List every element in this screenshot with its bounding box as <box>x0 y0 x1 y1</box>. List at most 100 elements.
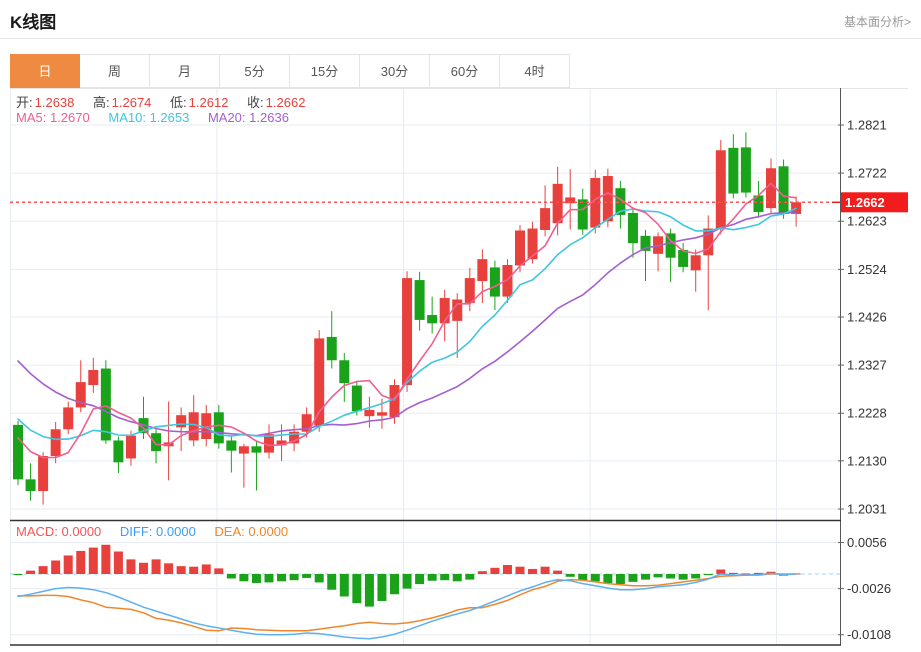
macd-bar <box>226 574 236 579</box>
candle <box>464 278 475 303</box>
macd-bar <box>26 570 36 574</box>
low-legend: 低: 1.2612 <box>170 95 229 110</box>
macd-bar <box>615 574 625 585</box>
candle <box>489 267 500 297</box>
ma5-line <box>17 182 797 459</box>
macd-bar <box>502 565 512 574</box>
y-axis-label: 1.2722 <box>847 166 887 181</box>
macd-bar <box>201 564 211 574</box>
candle <box>13 424 23 480</box>
macd-legend: MACD: 0.0000 DIFF: 0.0000 DEA: 0.0000 <box>16 524 303 539</box>
current-price-tag <box>841 192 908 213</box>
tab-period-5[interactable]: 30分 <box>360 54 430 88</box>
ma10-line <box>17 207 797 441</box>
dea-line <box>17 573 797 632</box>
candle <box>151 433 162 452</box>
period-tabbar: 日周月 5分 15分 30分 60分 4时 <box>10 54 570 88</box>
macd-bar <box>603 574 613 583</box>
y-axis-label: 1.2228 <box>847 406 887 421</box>
macd-bar <box>214 568 224 574</box>
header-divider <box>0 38 921 39</box>
macd-bar <box>151 559 161 574</box>
candle <box>339 360 350 384</box>
candle <box>452 299 463 321</box>
tab-period-7[interactable]: 4时 <box>500 54 570 88</box>
close-legend: 收: 1.2662 <box>247 95 306 110</box>
candle <box>690 255 701 271</box>
fundamental-analysis-link[interactable]: 基本面分析> <box>843 15 911 29</box>
candle <box>50 429 61 457</box>
tab-period-6[interactable]: 60分 <box>430 54 500 88</box>
macd-bar <box>528 568 538 574</box>
macd-bar <box>578 574 588 581</box>
candle <box>627 212 638 244</box>
macd-bar <box>703 574 713 576</box>
macd-bar <box>101 544 111 574</box>
candle <box>640 235 651 251</box>
macd-bar <box>139 562 148 574</box>
macd-bar <box>51 560 61 574</box>
candle <box>75 382 86 408</box>
candle <box>615 188 626 215</box>
candle <box>301 414 312 432</box>
high-legend: 高: 1.2674 <box>93 95 152 110</box>
tab-period-3[interactable]: 5分 <box>220 54 290 88</box>
macd-bar <box>440 574 450 581</box>
candle <box>753 195 764 213</box>
macd-bar <box>239 574 249 582</box>
macd-bar <box>753 572 763 574</box>
candle <box>188 412 199 441</box>
candle <box>678 249 689 267</box>
macd-bar <box>590 574 600 582</box>
y-axis-label: 1.2623 <box>847 214 887 229</box>
macd-bar <box>540 566 550 574</box>
macd-bar <box>641 574 650 580</box>
candle <box>477 259 488 282</box>
ma5-legend: MA5: 1.2670 <box>16 110 90 125</box>
macd-bar <box>477 571 487 574</box>
macd-bar <box>628 574 638 582</box>
page-title: K线图 <box>10 13 57 32</box>
macd-bar <box>289 574 299 581</box>
candle <box>502 264 513 297</box>
macd-bar <box>377 574 387 601</box>
tab-period-4[interactable]: 15分 <box>290 54 360 88</box>
macd-bar <box>176 566 186 574</box>
macd-bar <box>515 566 525 574</box>
tab-period-1[interactable]: 周 <box>80 54 150 88</box>
y-axis-label: 1.2327 <box>847 358 887 373</box>
ohlc-legend: 开: 1.2638 高: 1.2674 低: 1.2612 收: 1.2662 <box>16 92 320 111</box>
macd-bar <box>728 572 738 574</box>
macd-histogram <box>13 544 801 607</box>
candle <box>427 315 438 324</box>
macd-bar <box>364 574 374 607</box>
macd-bar <box>164 563 174 574</box>
candle <box>577 199 588 230</box>
tab-period-0[interactable]: 日 <box>10 54 80 88</box>
candle <box>376 412 387 416</box>
macd-bar <box>38 566 48 574</box>
candle <box>439 298 450 324</box>
candle <box>251 446 262 453</box>
macd-bar <box>63 555 73 574</box>
candle <box>527 228 538 260</box>
macd-bar <box>452 574 462 582</box>
macd-bar <box>553 570 563 574</box>
tab-period-2[interactable]: 月 <box>150 54 220 88</box>
macd-bar <box>339 574 349 597</box>
candle <box>766 168 776 209</box>
macd-bar <box>653 574 663 578</box>
candle <box>515 230 525 266</box>
macd-bar <box>565 574 575 577</box>
candle <box>565 197 576 204</box>
macd-bar <box>88 547 98 574</box>
macd-bar <box>13 574 23 576</box>
macd-bar <box>352 574 362 604</box>
macd-bar <box>264 574 274 583</box>
macd-bar <box>402 574 412 589</box>
ma-legend: MA5: 1.2670 MA10: 1.2653 MA20: 1.2636 <box>16 110 304 125</box>
macd-bar <box>666 574 676 579</box>
candlestick-series <box>13 132 802 505</box>
candle <box>552 183 563 224</box>
